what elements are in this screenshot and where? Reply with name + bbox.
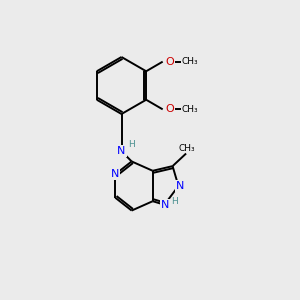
Text: O: O bbox=[165, 57, 174, 67]
Text: CH₃: CH₃ bbox=[182, 57, 199, 66]
Text: N: N bbox=[161, 200, 169, 210]
Text: N: N bbox=[176, 181, 184, 191]
Text: N: N bbox=[117, 146, 126, 156]
Text: CH₃: CH₃ bbox=[179, 144, 195, 153]
Text: O: O bbox=[165, 104, 174, 114]
Text: H: H bbox=[172, 197, 178, 206]
Text: N: N bbox=[111, 169, 119, 179]
Text: H: H bbox=[128, 140, 135, 149]
Text: CH₃: CH₃ bbox=[182, 105, 199, 114]
